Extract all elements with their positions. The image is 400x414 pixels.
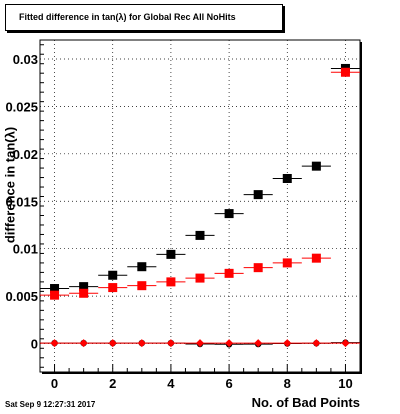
data-point-square	[282, 258, 292, 268]
data-point-square	[195, 273, 205, 283]
data-point-diamond	[196, 339, 204, 348]
data-point-square	[311, 161, 321, 171]
data-point-square	[79, 288, 89, 298]
data-point-square	[137, 262, 147, 272]
x-axis-label: No. of Bad Points	[251, 395, 360, 410]
x-tick-label: 4	[167, 376, 175, 391]
data-point-diamond	[166, 339, 175, 348]
data-point-square	[340, 67, 350, 77]
data-point-square	[282, 173, 292, 183]
timestamp: Sat Sep 9 12:27:31 2017	[5, 400, 96, 409]
data-point-square	[166, 249, 176, 259]
y-tick-label: 0	[31, 337, 38, 352]
data-point-square	[108, 270, 118, 280]
data-point-diamond	[50, 339, 59, 348]
data-point-diamond	[254, 339, 263, 348]
y-tick-label: 0.005	[5, 289, 38, 304]
y-tick-label: 0.03	[13, 52, 38, 67]
plot-frame	[39, 39, 361, 373]
x-tick-label: 0	[51, 376, 58, 391]
x-tick-label: 2	[109, 376, 116, 391]
data-point-diamond	[79, 339, 88, 348]
y-tick-label: 0.01	[13, 242, 38, 257]
data-point-square	[311, 253, 321, 263]
y-axis-label: difference in tan(λ)	[2, 126, 18, 244]
data-point-diamond	[283, 339, 292, 348]
data-point-square	[253, 263, 263, 273]
data-point-square	[166, 277, 176, 287]
x-tick-label: 6	[225, 376, 232, 391]
data-point-square	[253, 190, 263, 200]
x-tick-label: 8	[284, 376, 291, 391]
y-tick-label: 0.015	[5, 194, 38, 209]
data-point-square	[108, 283, 118, 293]
data-point-square	[79, 282, 89, 292]
x-tick-label: 10	[338, 376, 352, 391]
data-point-square	[50, 290, 60, 300]
data-point-diamond	[341, 339, 350, 348]
chart-title: Fitted difference in tan(λ) for Global R…	[5, 4, 283, 31]
data-point-diamond	[312, 339, 321, 348]
y-tick-label: 0.025	[5, 99, 38, 114]
data-point-square	[195, 230, 205, 240]
y-tick-label: 0.02	[13, 147, 38, 162]
data-point-square	[224, 209, 234, 219]
data-point-diamond	[108, 339, 117, 348]
data-point-square	[137, 281, 147, 291]
data-point-diamond	[225, 339, 234, 348]
data-point-diamond	[137, 339, 146, 348]
data-point-square	[50, 284, 60, 294]
data-point-square	[224, 268, 234, 278]
